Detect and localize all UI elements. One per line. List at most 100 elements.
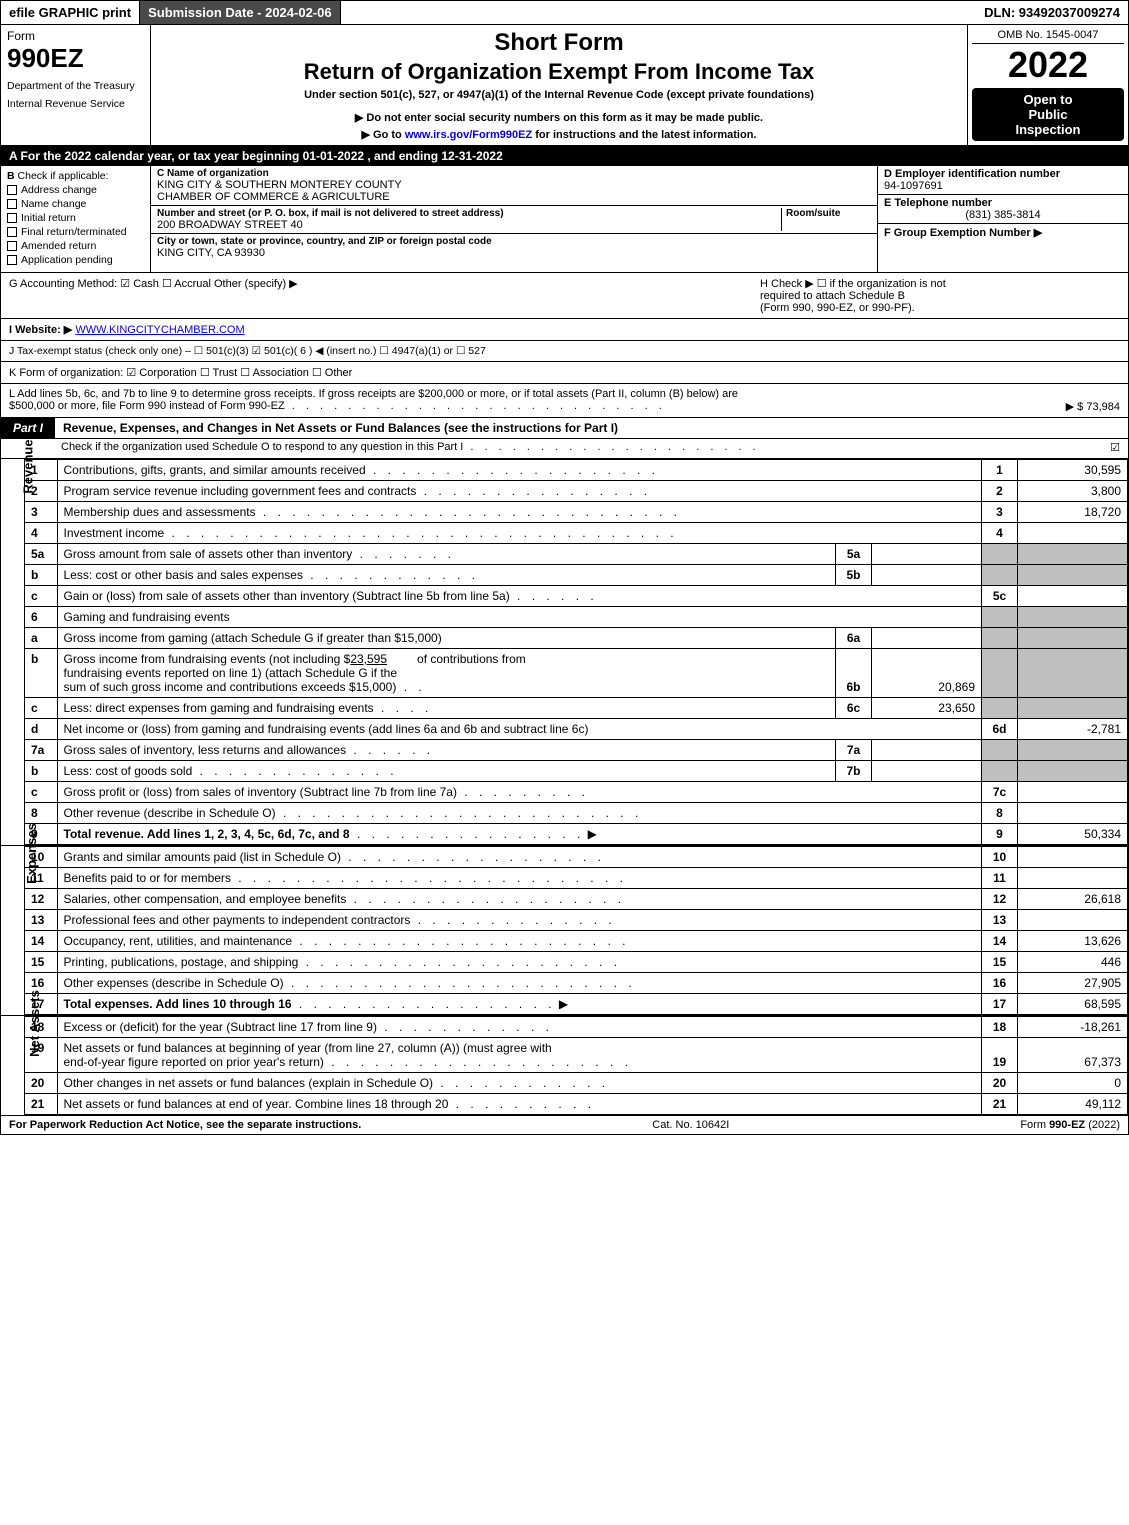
city-row: City or town, state or province, country… — [151, 234, 877, 261]
open-line2: Public — [974, 107, 1122, 122]
line-7a: 7aGross sales of inventory, less returns… — [25, 740, 1128, 761]
org-name-label: C Name of organization — [157, 168, 871, 179]
website-label: I Website: ▶ — [9, 324, 72, 336]
note-goto-pre: ▶ Go to — [362, 129, 405, 141]
checkbox-icon — [7, 213, 17, 223]
part-1-header: Part I Revenue, Expenses, and Changes in… — [1, 418, 1128, 439]
chk-amended-return[interactable]: Amended return — [7, 240, 144, 252]
checkbox-icon — [7, 255, 17, 265]
note-ssn: ▶ Do not enter social security numbers o… — [157, 111, 961, 124]
line-6: 6Gaming and fundraising events — [25, 607, 1128, 628]
netassets-vlabel: Net Assets — [1, 1016, 25, 1115]
line-14: 14Occupancy, rent, utilities, and mainte… — [25, 931, 1128, 952]
checkbox-icon — [7, 185, 17, 195]
omb-number: OMB No. 1545-0047 — [972, 29, 1124, 44]
line-5c: cGain or (loss) from sale of assets othe… — [25, 586, 1128, 607]
chk-address-change[interactable]: Address change — [7, 184, 144, 196]
part-1-sub-text: Check if the organization used Schedule … — [61, 441, 760, 454]
dept-irs: Internal Revenue Service — [7, 98, 144, 110]
line-5a: 5aGross amount from sale of assets other… — [25, 544, 1128, 565]
open-public-badge: Open to Public Inspection — [972, 88, 1124, 141]
line-6d: dNet income or (loss) from gaming and fu… — [25, 719, 1128, 740]
l-amount: ▶ $ 73,984 — [1066, 400, 1120, 413]
chk-application-pending[interactable]: Application pending — [7, 254, 144, 266]
line-9: 9Total revenue. Add lines 1, 2, 3, 4, 5c… — [25, 824, 1128, 845]
irs-link[interactable]: www.irs.gov/Form990EZ — [405, 129, 532, 141]
org-name-row: C Name of organization KING CITY & SOUTH… — [151, 166, 877, 206]
room-suite-label: Room/suite — [786, 208, 871, 219]
header-right: OMB No. 1545-0047 2022 Open to Public In… — [968, 25, 1128, 145]
open-line3: Inspection — [974, 122, 1122, 137]
row-gh: G Accounting Method: ☑ Cash ☐ Accrual Ot… — [1, 273, 1128, 319]
subtitle: Under section 501(c), 527, or 4947(a)(1)… — [157, 89, 961, 101]
group-exemption-row: F Group Exemption Number ▶ — [878, 224, 1128, 241]
h-line2: required to attach Schedule B — [760, 290, 1120, 302]
expenses-table: 10Grants and similar amounts paid (list … — [25, 846, 1128, 1015]
revenue-table: 1Contributions, gifts, grants, and simil… — [25, 459, 1128, 845]
note-goto-post: for instructions and the latest informat… — [532, 129, 756, 141]
line-16: 16Other expenses (describe in Schedule O… — [25, 973, 1128, 994]
section-a: A For the 2022 calendar year, or tax yea… — [1, 146, 1128, 166]
expenses-block: Expenses 10Grants and similar amounts pa… — [1, 845, 1128, 1015]
col-b: B Check if applicable: Address change Na… — [1, 166, 151, 272]
netassets-block: Net Assets 18Excess or (deficit) for the… — [1, 1015, 1128, 1115]
col-b-hdr-txt: Check if applicable: — [18, 170, 109, 182]
footer-right: Form 990-EZ (2022) — [1020, 1119, 1120, 1131]
dept-treasury: Department of the Treasury — [7, 80, 144, 92]
fundraising-contrib-amt: 23,595 — [350, 652, 387, 666]
l-line2: $500,000 or more, file Form 990 instead … — [9, 400, 666, 413]
group-exemption-label: F Group Exemption Number ▶ — [884, 226, 1122, 239]
line-12: 12Salaries, other compensation, and empl… — [25, 889, 1128, 910]
expenses-vlabel: Expenses — [1, 846, 25, 1015]
submission-date: Submission Date - 2024-02-06 — [140, 1, 341, 24]
accounting-method: G Accounting Method: ☑ Cash ☐ Accrual Ot… — [9, 277, 298, 290]
col-de: D Employer identification number 94-1097… — [878, 166, 1128, 272]
line-7c: cGross profit or (loss) from sales of in… — [25, 782, 1128, 803]
ein-row: D Employer identification number 94-1097… — [878, 166, 1128, 195]
line-13: 13Professional fees and other payments t… — [25, 910, 1128, 931]
line-20: 20Other changes in net assets or fund ba… — [25, 1073, 1128, 1094]
form-header: Form 990EZ Department of the Treasury In… — [1, 25, 1128, 146]
netassets-table: 18Excess or (deficit) for the year (Subt… — [25, 1016, 1128, 1115]
part-1-title: Revenue, Expenses, and Changes in Net As… — [55, 418, 1128, 438]
line-19: 19 Net assets or fund balances at beginn… — [25, 1038, 1128, 1073]
city-label: City or town, state or province, country… — [157, 236, 871, 247]
line-2: 2Program service revenue including gover… — [25, 481, 1128, 502]
ein-value: 94-1097691 — [884, 180, 1122, 192]
website-link[interactable]: WWW.KINGCITYCHAMBER.COM — [75, 324, 244, 336]
schedule-b-check: H Check ▶ ☐ if the organization is not r… — [760, 277, 1120, 314]
row-website: I Website: ▶ WWW.KINGCITYCHAMBER.COM — [1, 319, 1128, 341]
line-4: 4Investment income . . . . . . . . . . .… — [25, 523, 1128, 544]
checkbox-icon — [7, 241, 17, 251]
footer-left: For Paperwork Reduction Act Notice, see … — [9, 1119, 361, 1131]
header-center: Short Form Return of Organization Exempt… — [151, 25, 968, 145]
city-value: KING CITY, CA 93930 — [157, 247, 871, 259]
chk-final-return[interactable]: Final return/terminated — [7, 226, 144, 238]
page-footer: For Paperwork Reduction Act Notice, see … — [1, 1115, 1128, 1134]
tax-year: 2022 — [972, 44, 1124, 86]
org-name-1: KING CITY & SOUTHERN MONTEREY COUNTY — [157, 179, 871, 191]
col-c: C Name of organization KING CITY & SOUTH… — [151, 166, 878, 272]
revenue-block: Revenue 1Contributions, gifts, grants, a… — [1, 459, 1128, 845]
chk-name-change[interactable]: Name change — [7, 198, 144, 210]
line-11: 11Benefits paid to or for members . . . … — [25, 868, 1128, 889]
line-1: 1Contributions, gifts, grants, and simil… — [25, 460, 1128, 481]
line-7b: bLess: cost of goods sold . . . . . . . … — [25, 761, 1128, 782]
checkbox-icon — [7, 227, 17, 237]
revenue-vlabel: Revenue — [1, 459, 25, 845]
note-goto: ▶ Go to www.irs.gov/Form990EZ for instru… — [157, 128, 961, 141]
line-6c: cLess: direct expenses from gaming and f… — [25, 698, 1128, 719]
efile-print[interactable]: efile GRAPHIC print — [1, 1, 140, 24]
row-tax-exempt: J Tax-exempt status (check only one) – ☐… — [1, 341, 1128, 362]
phone-row: E Telephone number (831) 385-3814 — [878, 195, 1128, 224]
form-page: efile GRAPHIC print Submission Date - 20… — [0, 0, 1129, 1135]
title-main: Return of Organization Exempt From Incom… — [157, 59, 961, 85]
open-line1: Open to — [974, 92, 1122, 107]
line-8: 8Other revenue (describe in Schedule O) … — [25, 803, 1128, 824]
col-b-hdr: B — [7, 170, 15, 182]
part-1-sub-check: ☑ — [1110, 441, 1120, 454]
dln: DLN: 93492037009274 — [976, 1, 1128, 24]
street-row: Number and street (or P. O. box, if mail… — [151, 206, 877, 234]
street-label: Number and street (or P. O. box, if mail… — [157, 208, 781, 219]
chk-initial-return[interactable]: Initial return — [7, 212, 144, 224]
